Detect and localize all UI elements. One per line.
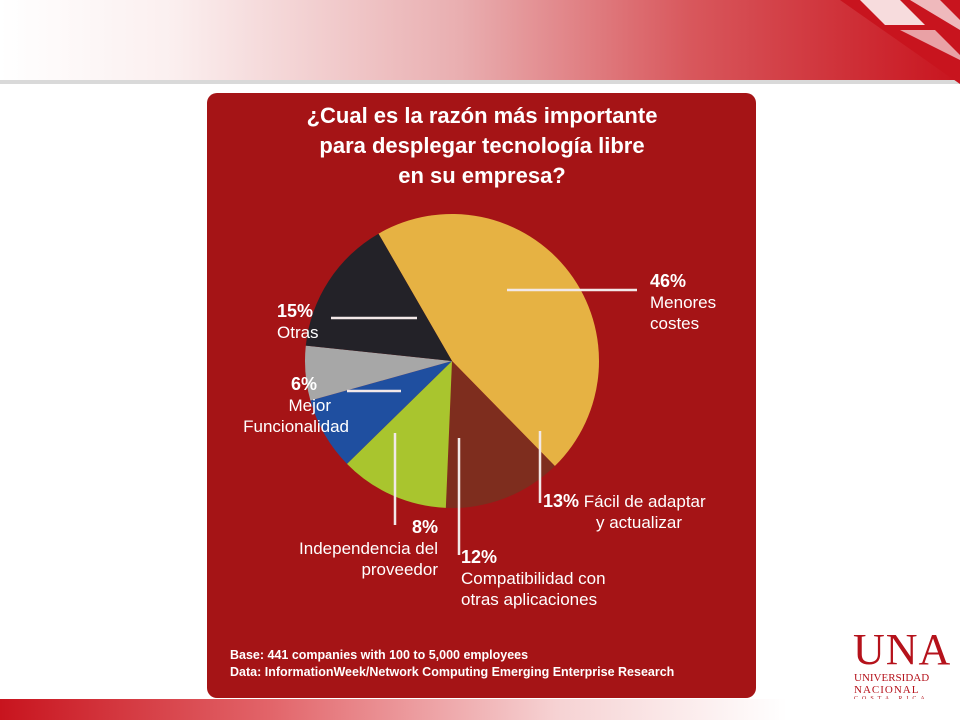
footnote-data: Data: InformationWeek/Network Computing … <box>230 665 675 679</box>
slice-name-line: Fácil de adaptar <box>583 492 706 511</box>
chart-title-line: ¿Cual es la razón más importante <box>306 103 658 128</box>
slice-label-menores-costes: 46% Menores costes <box>650 271 716 334</box>
pie-slice-compatibilidad <box>346 361 452 508</box>
slice-name-line: Otras <box>277 323 319 342</box>
logo-wordmark: UNA <box>853 625 952 674</box>
banner-rule <box>0 80 960 84</box>
footnote-base: Base: 441 companies with 100 to 5,000 em… <box>230 648 529 662</box>
chart-title-line: para desplegar tecnología libre <box>319 133 645 158</box>
slice-percent: 8% <box>411 517 438 537</box>
slice-percent: 46% <box>650 271 687 291</box>
slice-name-line: y actualizar <box>596 513 682 532</box>
slice-label-compatibilidad: 12% Compatibilidad con otras aplicacione… <box>461 547 606 610</box>
slice-percent: 13% <box>543 491 580 511</box>
pie-slice-facil-adaptar <box>445 361 555 508</box>
chart-title: ¿Cual es la razón más importante para de… <box>247 101 717 191</box>
top-banner <box>0 0 960 84</box>
slice-name-line: Independencia del <box>299 539 438 558</box>
slice-label-mejor-funcionalidad: 6% Mejor Funcionalidad <box>219 374 349 437</box>
slice-name-line: proveedor <box>361 560 438 579</box>
slice-percent: 6% <box>290 374 317 394</box>
chart-title-line: en su empresa? <box>398 163 566 188</box>
corner-pattern-icon <box>840 0 960 84</box>
pie-chart <box>305 213 637 555</box>
slice-name-line: Compatibilidad con <box>461 569 606 588</box>
slice-name-line: costes <box>650 314 700 333</box>
slice-label-independencia: 8% Independencia del proveedor <box>263 517 438 580</box>
slice-name-line: Menores <box>650 293 717 312</box>
slice-label-otras: 15% Otras <box>277 301 319 343</box>
slice-name-line: Mejor <box>288 396 331 415</box>
slice-label-facil-adaptar: 13% Fácil de adaptar y actualizar <box>543 491 706 533</box>
chart-card: ¿Cual es la razón más importante para de… <box>207 93 756 698</box>
slice-name-line: Funcionalidad <box>243 417 349 436</box>
slice-percent: 15% <box>277 301 314 321</box>
pie-slice-independencia <box>310 361 452 464</box>
slice-name-line: otras aplicaciones <box>461 590 598 609</box>
bottom-strip <box>0 699 960 720</box>
slice-percent: 12% <box>461 547 498 567</box>
pie-slice-otras <box>305 233 452 361</box>
logo-line: UNIVERSIDAD <box>854 672 930 684</box>
pie-slice-menores-costes <box>378 213 600 467</box>
pie-slice-mejor-funcionalidad <box>305 345 452 401</box>
una-logo: UNA UNIVERSIDAD NACIONAL COSTA RICA <box>850 625 952 703</box>
logo-line: NACIONAL <box>854 684 920 696</box>
